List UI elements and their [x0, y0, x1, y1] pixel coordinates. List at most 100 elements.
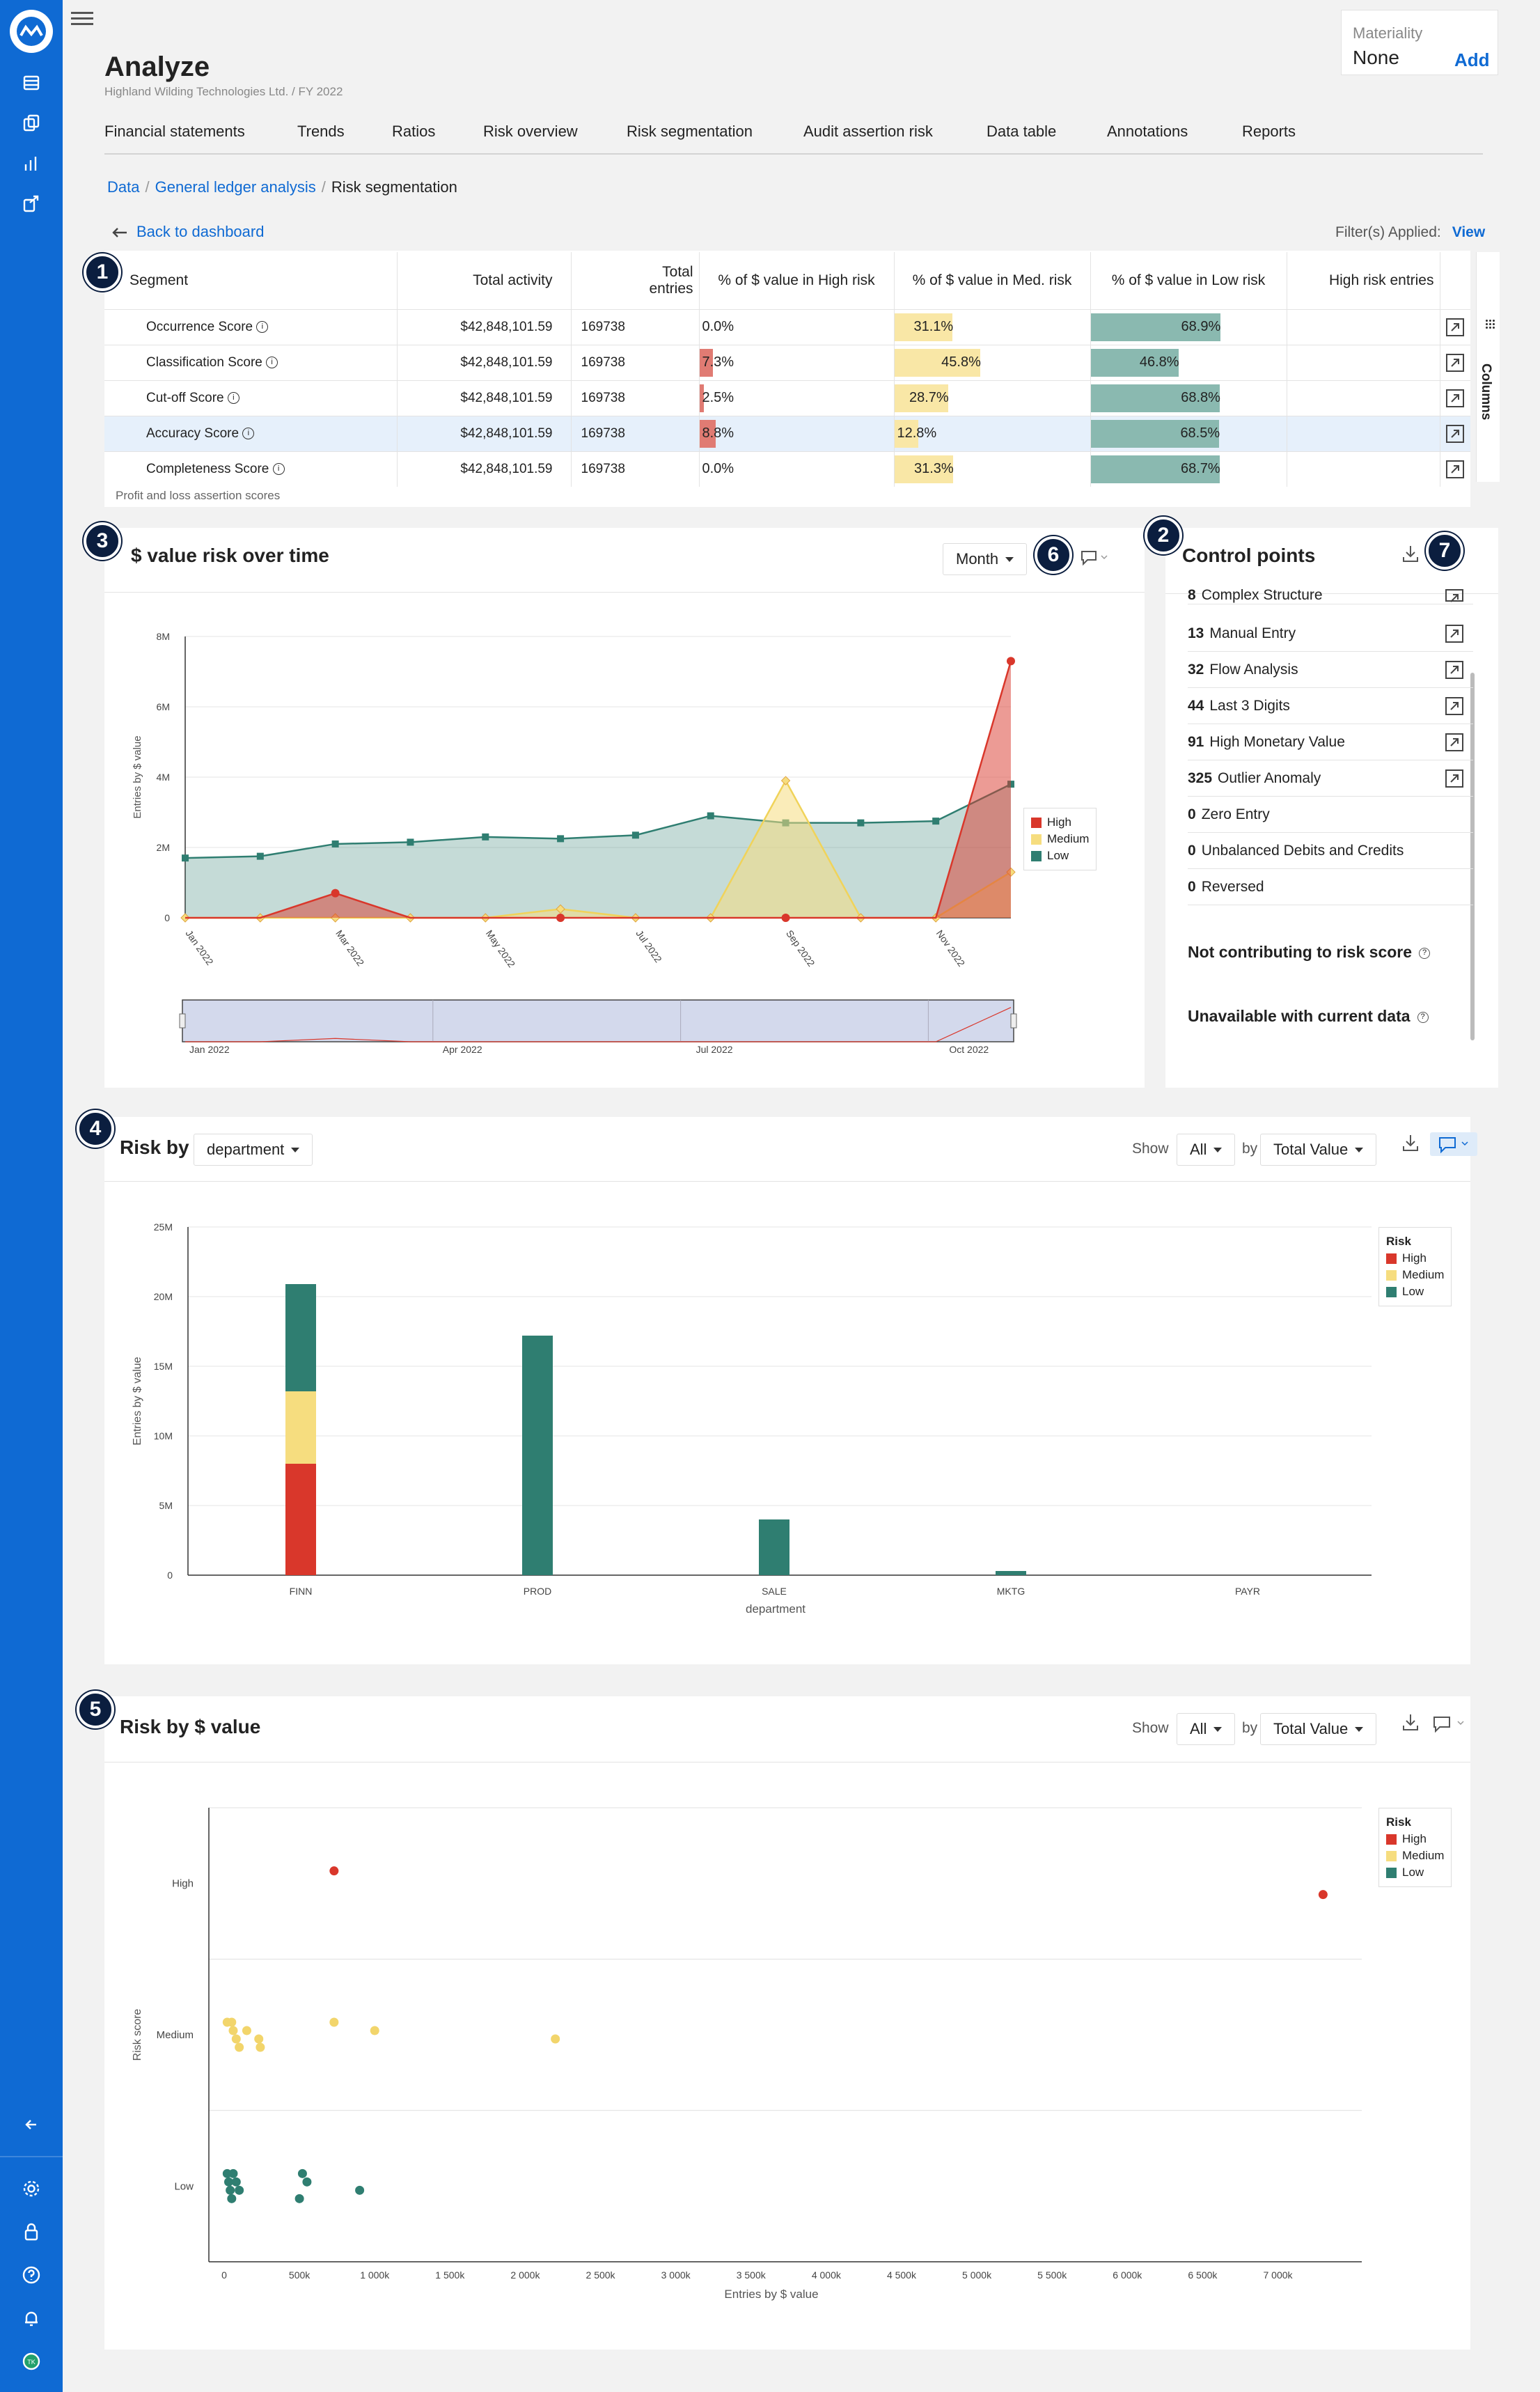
control-points-scrollbar[interactable] — [1470, 673, 1475, 1040]
tab-financial-statements[interactable]: Financial statements — [104, 123, 245, 140]
high-risk-cell: 0.0% — [699, 308, 895, 345]
open-external-icon[interactable] — [1446, 424, 1465, 443]
col-med-risk[interactable]: % of $ value in Med. risk — [894, 252, 1091, 309]
documents-icon[interactable] — [14, 106, 49, 141]
open-external-icon[interactable] — [1446, 389, 1465, 407]
tab-audit-assertion-risk[interactable]: Audit assertion risk — [803, 123, 933, 140]
legend-low[interactable]: Low — [1386, 1283, 1444, 1300]
tab-risk-segmentation[interactable]: Risk segmentation — [627, 123, 753, 140]
legend-medium[interactable]: Medium — [1031, 831, 1089, 847]
table-row[interactable]: Occurrence Score i $42,848,101.59 169738 0.… — [104, 308, 1470, 345]
open-external-icon[interactable] — [1446, 460, 1465, 478]
comment-icon[interactable] — [1079, 549, 1108, 570]
control-point-item[interactable]: 0 Reversed — [1188, 869, 1473, 905]
user-avatar[interactable]: TK — [14, 2344, 49, 2379]
open-external-icon[interactable] — [1445, 589, 1463, 602]
open-external-icon[interactable] — [1445, 769, 1463, 788]
x-tick-label: MKTG — [997, 1586, 1025, 1597]
control-point-label: Last 3 Digits — [1209, 697, 1290, 714]
scatter-point-low — [294, 2194, 304, 2203]
open-external-icon[interactable] — [1446, 353, 1465, 372]
show-dropdown[interactable]: All — [1177, 1713, 1236, 1745]
risk-by-dimension-dropdown[interactable]: department — [194, 1134, 313, 1166]
lock-icon[interactable] — [14, 2214, 49, 2249]
legend-low[interactable]: Low — [1386, 1864, 1444, 1881]
back-to-dashboard-link[interactable]: Back to dashboard — [111, 223, 264, 241]
by-dropdown[interactable]: Total Value — [1260, 1713, 1377, 1745]
interval-dropdown[interactable]: Month — [943, 543, 1028, 575]
control-point-item[interactable]: 0 Zero Entry — [1188, 797, 1473, 833]
table-row[interactable]: Cut-off Score i $42,848,101.59 169738 2.5% 2… — [104, 380, 1470, 416]
legend-high[interactable]: High — [1386, 1250, 1444, 1267]
risk-by-download-icon[interactable] — [1401, 1132, 1420, 1157]
tab-ratios[interactable]: Ratios — [392, 123, 436, 140]
open-cell — [1440, 415, 1470, 451]
control-point-count: 91 — [1188, 733, 1204, 750]
data-icon[interactable] — [14, 65, 49, 100]
total-activity-cell: $42,848,101.59 — [397, 380, 572, 416]
app-logo[interactable] — [10, 10, 53, 53]
by-dropdown[interactable]: Total Value — [1260, 1134, 1377, 1166]
analyze-icon[interactable] — [14, 146, 49, 181]
open-external-icon[interactable] — [1445, 697, 1463, 715]
col-high-risk[interactable]: % of $ value in High risk — [699, 252, 895, 309]
unavailable-heading[interactable]: Unavailable with current data? — [1188, 1007, 1429, 1026]
control-point-item[interactable]: 8 Complex Structure — [1188, 589, 1473, 604]
legend-medium[interactable]: Medium — [1386, 1267, 1444, 1283]
tab-trends[interactable]: Trends — [297, 123, 345, 140]
legend-low[interactable]: Low — [1031, 847, 1089, 864]
control-point-item[interactable]: 325 Outlier Anomaly — [1188, 760, 1473, 797]
not-contributing-heading[interactable]: Not contributing to risk score? — [1188, 943, 1431, 962]
tab-risk-overview[interactable]: Risk overview — [483, 123, 578, 140]
tab-reports[interactable]: Reports — [1242, 123, 1296, 140]
col-low-risk[interactable]: % of $ value in Low risk — [1090, 252, 1287, 309]
control-points-download-icon[interactable] — [1401, 543, 1420, 568]
breadcrumb-general-ledger-analysis[interactable]: General ledger analysis — [155, 178, 316, 196]
breadcrumb-data[interactable]: Data — [107, 178, 140, 196]
filters-view-link[interactable]: View — [1452, 224, 1486, 240]
control-point-item[interactable]: 13 Manual Entry — [1188, 616, 1473, 652]
y-axis-label: Risk score — [132, 2009, 143, 2061]
help-icon[interactable] — [14, 2258, 49, 2292]
control-point-item[interactable]: 0 Unbalanced Debits and Credits — [1188, 833, 1473, 869]
open-cell — [1440, 380, 1470, 416]
x-tick-label: 2 000k — [510, 2269, 540, 2281]
columns-panel-toggle[interactable]: Columns — [1476, 252, 1500, 482]
y-tick-label: 5M — [159, 1500, 173, 1511]
show-dropdown[interactable]: All — [1177, 1134, 1236, 1166]
open-external-icon[interactable] — [1445, 661, 1463, 679]
risk-by-value-comment-icon[interactable] — [1430, 1713, 1469, 1737]
control-point-item[interactable]: 32 Flow Analysis — [1188, 652, 1473, 688]
col-total-entries[interactable]: Total entries — [571, 252, 700, 309]
table-row[interactable]: Classification Score i $42,848,101.59 1697… — [104, 344, 1470, 380]
table-row[interactable]: Accuracy Score i $42,848,101.59 169738 8.8%… — [104, 415, 1470, 451]
control-point-item[interactable]: 91 High Monetary Value — [1188, 724, 1473, 760]
tab-data-table[interactable]: Data table — [987, 123, 1057, 140]
open-external-icon[interactable] — [1445, 625, 1463, 643]
control-point-item[interactable]: 44 Last 3 Digits — [1188, 688, 1473, 724]
col-high-risk-entries[interactable]: High risk entries — [1287, 252, 1440, 309]
risk-by-comment-icon[interactable] — [1430, 1132, 1477, 1156]
materiality-label: Materiality — [1353, 24, 1423, 42]
col-segment[interactable]: Segment — [104, 252, 398, 309]
control-point-label: Complex Structure — [1201, 589, 1323, 603]
bell-icon[interactable] — [14, 2301, 49, 2336]
legend-high[interactable]: High — [1031, 814, 1089, 831]
legend-high[interactable]: High — [1386, 1831, 1444, 1847]
total-activity-cell: $42,848,101.59 — [397, 451, 572, 487]
collapse-arrow-icon[interactable] — [14, 2107, 49, 2142]
risk-by-value-download-icon[interactable] — [1401, 1712, 1420, 1736]
materiality-add-button[interactable]: Add — [1454, 49, 1490, 70]
table-row[interactable]: Completeness Score i $42,848,101.59 169738… — [104, 451, 1470, 487]
open-external-icon[interactable] — [1445, 733, 1463, 751]
tab-annotations[interactable]: Annotations — [1107, 123, 1188, 140]
legend-medium[interactable]: Medium — [1386, 1847, 1444, 1864]
open-external-icon[interactable] — [1446, 318, 1465, 336]
low-risk-cell: 68.5% — [1090, 415, 1287, 451]
col-total-activity[interactable]: Total activity — [397, 252, 572, 309]
hamburger-menu-icon[interactable] — [71, 8, 93, 28]
review-icon[interactable] — [14, 187, 49, 221]
settings-gear-icon[interactable] — [14, 2171, 49, 2206]
x-tick-label: PAYR — [1235, 1586, 1260, 1597]
by-label: by — [1242, 1720, 1258, 1736]
